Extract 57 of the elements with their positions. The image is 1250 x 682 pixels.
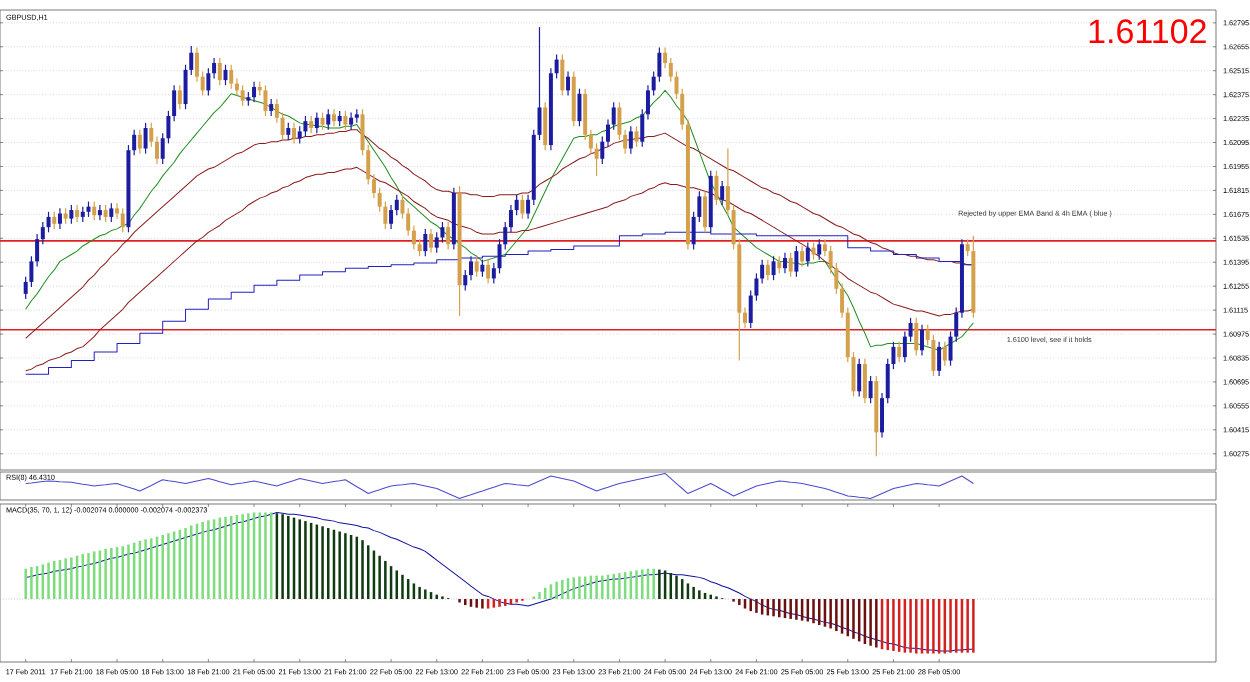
candlestick: [429, 228, 434, 254]
candlestick: [520, 194, 525, 220]
candlestick: [309, 115, 314, 134]
candlestick: [937, 341, 942, 377]
candlestick: [69, 204, 74, 225]
candlestick: [331, 108, 336, 127]
candlestick: [177, 84, 182, 110]
candlestick: [942, 341, 947, 367]
candlestick: [560, 53, 565, 97]
candlestick: [120, 207, 125, 233]
candlestick: [919, 324, 924, 357]
candlestick: [349, 112, 354, 131]
candlestick: [446, 221, 451, 251]
candlestick: [543, 101, 548, 151]
candlestick: [137, 129, 142, 155]
candlestick: [714, 170, 719, 206]
candlestick: [217, 57, 222, 86]
candlestick: [486, 259, 491, 285]
candlestick: [794, 245, 799, 278]
candlestick: [46, 211, 51, 233]
candlestick: [566, 70, 571, 97]
text: 1.61102: [1089, 19, 1206, 44]
candlestick: [109, 202, 114, 223]
candlestick: [800, 245, 805, 268]
candlestick: [240, 84, 245, 107]
candlestick: [628, 125, 633, 155]
candlestick: [782, 252, 787, 274]
candlestick: [914, 317, 919, 357]
candlestick: [703, 190, 708, 233]
candlestick: [474, 255, 479, 278]
candlestick: [423, 228, 428, 257]
candlestick: [263, 84, 268, 117]
candlestick: [897, 341, 902, 363]
candlestick: [817, 238, 822, 261]
candlestick: [92, 200, 97, 221]
candlestick: [634, 125, 639, 148]
candlestick: [805, 241, 810, 268]
candlestick: [857, 358, 862, 398]
candlestick: [868, 375, 873, 404]
candlestick: [97, 204, 102, 221]
candlestick: [229, 64, 234, 90]
candlestick: [577, 88, 582, 127]
candlestick: [765, 259, 770, 281]
candlestick: [720, 180, 725, 206]
candlestick: [771, 255, 776, 281]
candlestick: [57, 207, 62, 230]
candlestick: [314, 112, 319, 134]
candlestick: [862, 358, 867, 404]
candlestick: [788, 252, 793, 278]
candlestick: [303, 115, 308, 138]
candlestick: [292, 122, 296, 144]
candlestick: [143, 122, 148, 155]
candlestick: [75, 204, 80, 223]
candlestick: [571, 70, 576, 127]
candlestick: [326, 108, 331, 131]
candlestick: [343, 110, 348, 131]
candlestick: [252, 81, 257, 103]
